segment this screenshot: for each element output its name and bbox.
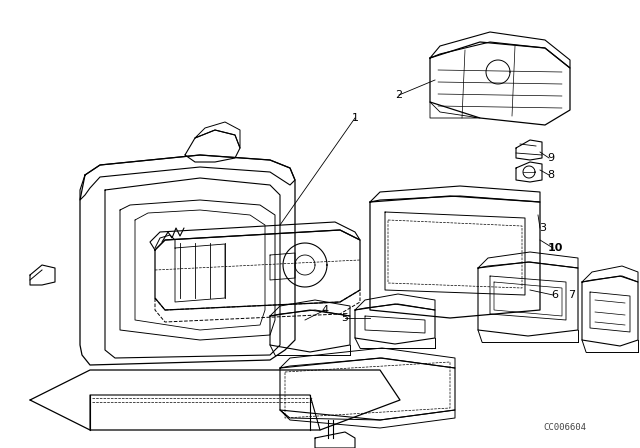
Text: 1: 1 — [351, 113, 358, 123]
Text: 7: 7 — [568, 290, 575, 300]
Text: 10: 10 — [547, 243, 563, 253]
Text: 5: 5 — [342, 313, 349, 323]
Text: CC006604: CC006604 — [543, 423, 586, 432]
Text: 4: 4 — [321, 305, 328, 315]
Text: 3: 3 — [540, 223, 547, 233]
Text: 9: 9 — [547, 153, 555, 163]
Text: 6: 6 — [552, 290, 559, 300]
Text: 8: 8 — [547, 170, 555, 180]
Text: 2: 2 — [396, 90, 403, 100]
